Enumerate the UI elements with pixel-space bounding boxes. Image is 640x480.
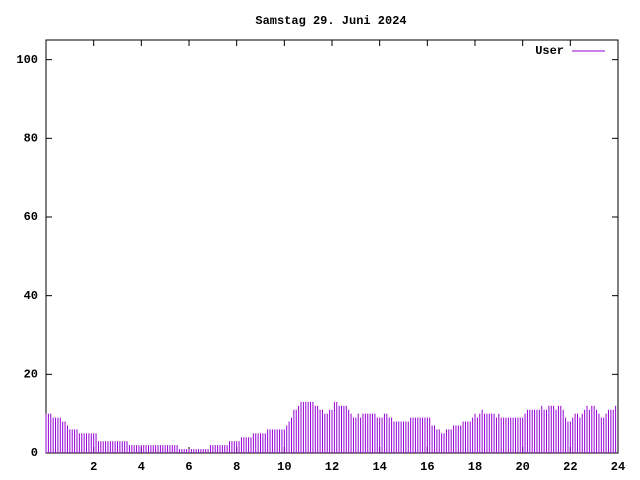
y-tick-label: 40 [24,289,38,303]
x-tick-label: 4 [138,460,145,474]
y-tick-label: 60 [24,210,38,224]
x-tick-label: 24 [611,460,625,474]
x-tick-label: 6 [185,460,192,474]
chart-title: Samstag 29. Juni 2024 [255,14,406,28]
x-tick-label: 12 [325,460,339,474]
x-tick-label: 18 [468,460,482,474]
x-tick-label: 22 [563,460,577,474]
legend-label: User [535,44,564,58]
x-tick-label: 20 [515,460,529,474]
x-tick-label: 14 [372,460,386,474]
x-tick-label: 10 [277,460,291,474]
y-tick-label: 20 [24,368,38,382]
y-tick-label: 80 [24,132,38,146]
y-tick-label: 0 [31,446,38,460]
x-tick-label: 8 [233,460,240,474]
x-tick-label: 16 [420,460,434,474]
y-tick-label: 100 [16,53,38,67]
x-tick-label: 2 [90,460,97,474]
